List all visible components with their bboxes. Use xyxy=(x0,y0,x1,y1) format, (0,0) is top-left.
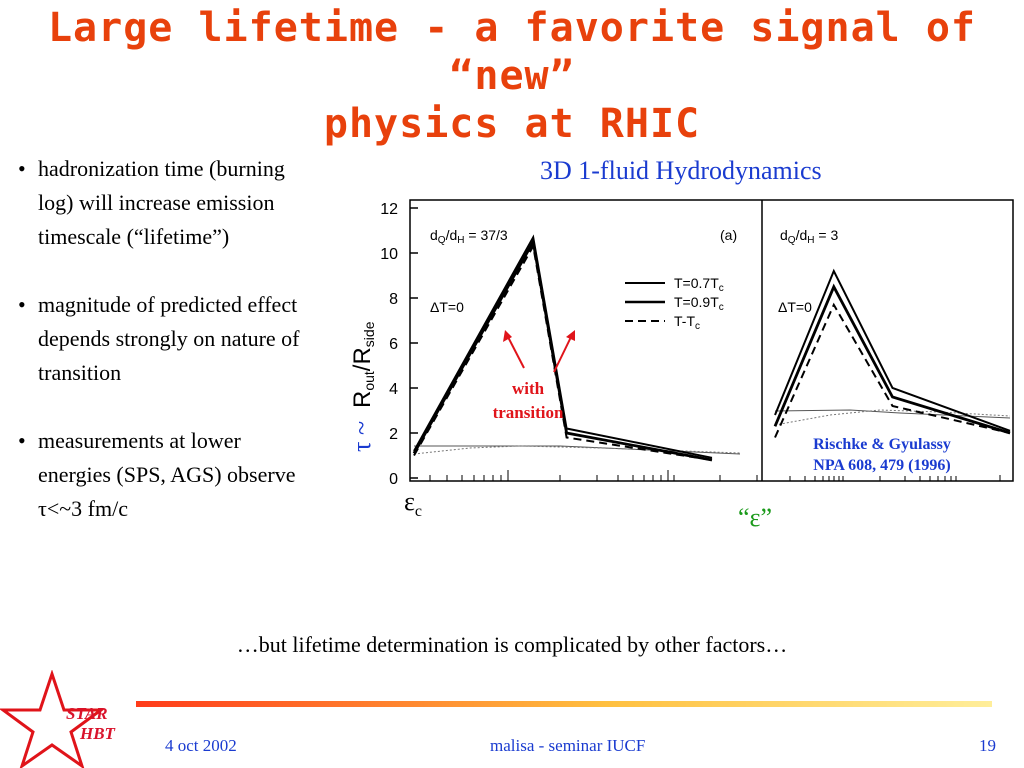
footer-divider xyxy=(136,701,992,707)
transition-label-line2: transition xyxy=(492,403,564,422)
logo-text-star: STAR xyxy=(66,704,108,723)
citation-line2: NPA 608, 479 (1996) xyxy=(813,457,951,474)
citation-line1: Rischke & Gyulassy xyxy=(813,436,951,453)
y-tick-label-5: 10 xyxy=(380,246,398,263)
bullet-text: measurements at lower energies (SPS, AGS… xyxy=(38,428,296,521)
chart-frame xyxy=(409,199,1014,482)
panel-a-tag: (a) xyxy=(720,227,737,243)
y-tick-label-3: 6 xyxy=(389,336,398,353)
page-number: 19 xyxy=(979,736,996,755)
panel-a-series xyxy=(412,234,713,462)
arrow-left-head xyxy=(503,330,512,342)
bullet-dot: • xyxy=(18,292,26,317)
series-a-line-2 xyxy=(413,243,713,461)
slide-title: Large lifetime - a favorite signal of “n… xyxy=(0,4,1024,148)
star-logo-icon xyxy=(0,670,106,768)
transition-label: with transition xyxy=(478,377,578,425)
legend-label-0: T=0.7Tc xyxy=(674,275,724,294)
y-tick-label-2: 4 xyxy=(389,381,398,398)
bullet-text: hadronization time (burning log) will in… xyxy=(38,156,285,249)
slide-title-line2: physics at RHIC xyxy=(323,101,701,147)
y-tick-label-0: 0 xyxy=(389,471,398,488)
bottom-note: …but lifetime determination is complicat… xyxy=(236,632,788,657)
legend-label-2: T-Tc xyxy=(674,313,700,332)
arrow-right-head xyxy=(566,330,575,341)
arrow-left xyxy=(507,336,525,369)
panel-b-ratio: dQ/dH = 3 xyxy=(780,227,838,246)
y-axis-label-tau: τ ~ xyxy=(347,421,376,452)
y-tick-label-6: 12 xyxy=(380,201,398,218)
panel-b-delta: ΔT=0 xyxy=(778,299,812,315)
bullet-item: • measurements at lower energies (SPS, AG… xyxy=(18,424,318,526)
bullet-dot: • xyxy=(18,428,26,453)
transition-label-line1: with xyxy=(511,379,545,398)
legend: T=0.7Tc T=0.9Tc T-Tc xyxy=(625,275,724,332)
bullet-list: • hadronization time (burning log) will i… xyxy=(18,152,318,560)
citation: Rischke & Gyulassy NPA 608, 479 (1996) xyxy=(784,434,980,476)
bullet-item: • magnitude of predicted effect depends s… xyxy=(18,288,318,390)
series-b-line-1 xyxy=(773,283,1011,435)
legend-label-1: T=0.9Tc xyxy=(674,294,724,313)
bullet-item: • hadronization time (burning log) will i… xyxy=(18,152,318,254)
footer-center-text: malisa - seminar IUCF xyxy=(490,736,646,755)
y-tick-label-4: 8 xyxy=(389,291,398,308)
bullet-text: magnitude of predicted effect depends st… xyxy=(38,292,300,385)
y-axis-label-ratio: Rout/Rside xyxy=(349,321,377,408)
transition-arrows xyxy=(503,330,575,373)
panel-a-delta: ΔT=0 xyxy=(430,299,464,315)
arrow-right xyxy=(553,336,572,373)
series-b-line-0 xyxy=(774,268,1011,432)
slide-title-line1: Large lifetime - a favorite signal of “n… xyxy=(47,5,977,99)
footer-date: 4 oct 2002 xyxy=(165,736,237,755)
series-a-line-1 xyxy=(412,237,713,462)
y-ticks: 0 2 4 6 8 10 12 xyxy=(380,201,418,488)
x-marker-epsilon-quoted: “ε” xyxy=(738,503,772,532)
panel-a-ratio: dQ/dH = 37/3 xyxy=(430,227,508,246)
series-b-line-2 xyxy=(774,302,1011,438)
chart-title: 3D 1-fluid Hydrodynamics xyxy=(540,156,822,185)
x-marker-epsilon-c: εc xyxy=(404,487,422,520)
logo-text-hbt: HBT xyxy=(80,724,115,743)
panel-b-series xyxy=(773,268,1011,438)
y-tick-label-1: 2 xyxy=(389,426,398,443)
bullet-dot: • xyxy=(18,156,26,181)
